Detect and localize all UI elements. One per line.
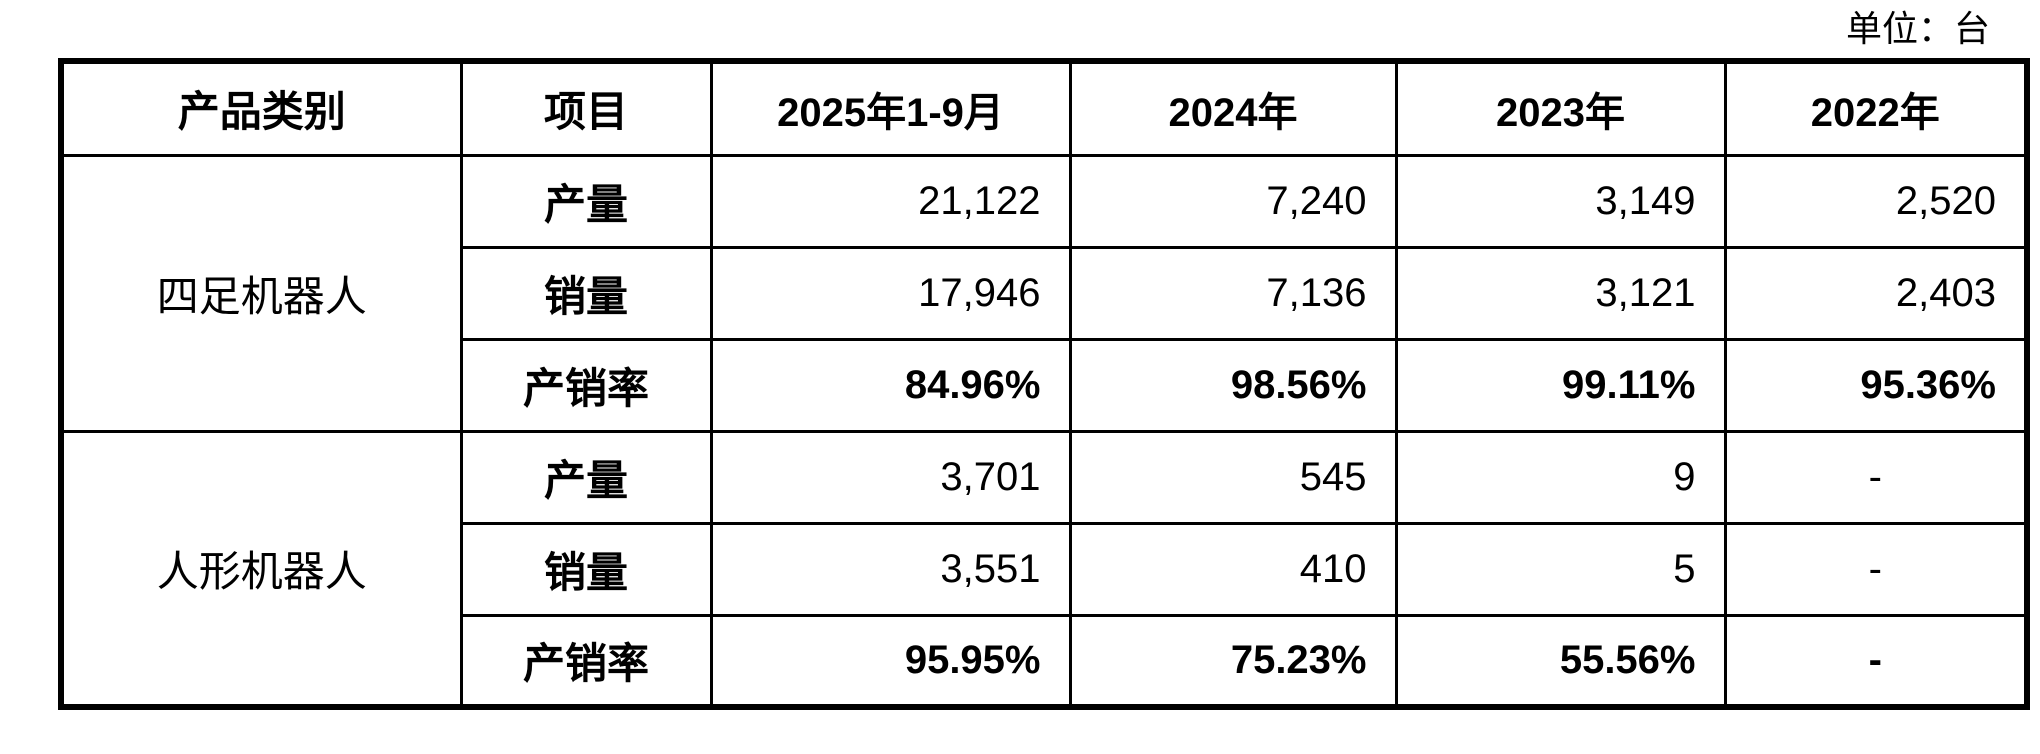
item-cell: 产销率 xyxy=(459,613,713,709)
item-cell: 产量 xyxy=(459,153,713,249)
table-row: 产销率 95.95% 75.23% 55.56% - xyxy=(61,613,2029,709)
header-year-2022: 2022年 xyxy=(1723,59,2029,157)
value-cell: 7,136 xyxy=(1068,245,1398,341)
value-cell: 75.23% xyxy=(1068,613,1398,709)
header-item: 项目 xyxy=(459,59,713,157)
value-cell: - xyxy=(1723,613,2029,709)
value-cell: 21,122 xyxy=(709,153,1072,249)
item-cell: 产量 xyxy=(459,429,713,525)
value-cell: 3,551 xyxy=(709,521,1072,617)
value-cell: 3,121 xyxy=(1394,245,1727,341)
header-year-2023: 2023年 xyxy=(1394,59,1727,157)
table-row: 人形机器人 产量 3,701 545 9 - xyxy=(59,429,2029,709)
value-cell: 410 xyxy=(1068,521,1398,617)
item-cell: 销量 xyxy=(459,521,713,617)
table-row: 四足机器人 产量 21,122 7,240 3,149 2,520 xyxy=(59,153,2029,433)
value-cell: 55.56% xyxy=(1394,613,1727,709)
value-cell: 17,946 xyxy=(709,245,1072,341)
value-cell: 98.56% xyxy=(1068,337,1398,433)
category-humanoid-robot: 人形机器人 xyxy=(59,429,463,709)
value-cell: 99.11% xyxy=(1394,337,1727,433)
unit-label: 单位：台 xyxy=(1845,9,1990,49)
value-cell: 5 xyxy=(1394,521,1727,617)
value-cell: 3,149 xyxy=(1394,153,1727,249)
value-cell: 95.95% xyxy=(709,613,1072,709)
header-row: 产品类别 项目 2025年1-9月 2024年 2023年 2022年 xyxy=(59,59,2029,157)
table-row: 销量 17,946 7,136 3,121 2,403 xyxy=(61,245,2029,341)
table-row: 产销率 84.96% 98.56% 99.11% 95.36% xyxy=(61,337,2029,433)
value-cell: 3,701 xyxy=(709,429,1072,525)
value-cell: 9 xyxy=(1394,429,1727,525)
value-cell: 84.96% xyxy=(709,337,1072,433)
value-cell: 2,520 xyxy=(1723,153,2029,249)
header-product-category: 产品类别 xyxy=(59,59,463,157)
value-cell: - xyxy=(1723,429,2029,525)
value-cell: 2,403 xyxy=(1723,245,2029,341)
item-cell: 产销率 xyxy=(459,337,713,433)
production-sales-table: 产品类别 项目 2025年1-9月 2024年 2023年 2022年 四足机器… xyxy=(58,58,2030,710)
value-cell: 7,240 xyxy=(1068,153,1398,249)
item-cell: 销量 xyxy=(459,245,713,341)
value-cell: - xyxy=(1723,521,2029,617)
header-year-2024: 2024年 xyxy=(1068,59,1398,157)
table-row: 销量 3,551 410 5 - xyxy=(61,521,2029,617)
value-cell: 545 xyxy=(1068,429,1398,525)
category-quadruped-robot: 四足机器人 xyxy=(59,153,463,433)
value-cell: 95.36% xyxy=(1723,337,2029,433)
header-period-2025: 2025年1-9月 xyxy=(709,59,1072,157)
